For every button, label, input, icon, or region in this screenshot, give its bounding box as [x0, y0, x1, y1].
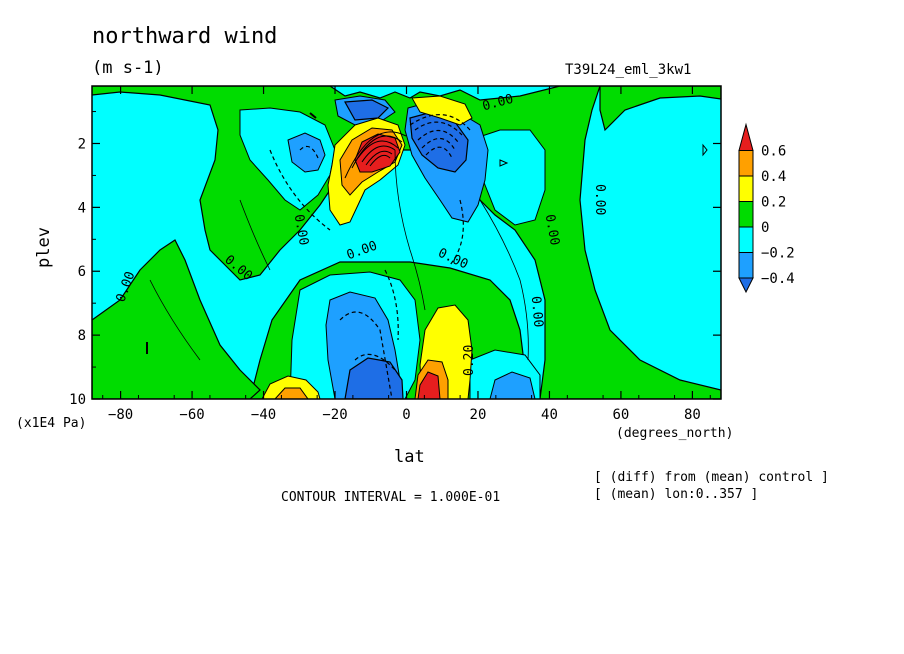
- colorbar-label: 0.2: [761, 195, 786, 211]
- chart-units: (m s-1): [92, 58, 164, 78]
- contour-lines-thin: [149, 149, 529, 361]
- contour-label: 0.00: [291, 213, 311, 246]
- y-tick-label: 4: [78, 200, 86, 216]
- fill-darkblue: [344, 357, 404, 399]
- x-axis: −80 −60 −40 −20 0 20 40 60 80: [102, 86, 711, 423]
- x-axis-title: lat: [394, 447, 425, 467]
- colorbar-arrow-high: [738, 122, 754, 151]
- fill-darkblue: [344, 99, 390, 121]
- y-tick-label: 8: [78, 328, 86, 344]
- colorbar-label: −0.4: [761, 271, 795, 287]
- chart-title: northward wind: [92, 24, 278, 49]
- x-tick-label: −20: [322, 407, 347, 423]
- contour-small-cell: [309, 112, 317, 119]
- x-axis-units: (degrees_north): [616, 426, 734, 441]
- x-tick-label: −60: [179, 407, 204, 423]
- fill-green-region: [599, 86, 721, 132]
- contour-label: 0.20: [462, 345, 477, 376]
- colorbar-label: −0.2: [761, 246, 795, 262]
- contour-lines-positive: [344, 131, 407, 179]
- y-axis: 2 4 6 8 10: [69, 111, 721, 408]
- x-tick-label: −40: [251, 407, 276, 423]
- fill-yellow: [411, 95, 473, 126]
- colorbar-segment: [738, 226, 754, 253]
- contour-small-cell: [499, 159, 509, 167]
- contour-label: 0.00: [528, 296, 546, 329]
- colorbar: −0.4 −0.2 0 0.2 0.4 0.6: [738, 122, 795, 294]
- colorbar-segment: [738, 201, 754, 228]
- contour-interval-label: CONTOUR INTERVAL = 1.000E-01: [281, 490, 501, 505]
- contour-label: 0.00: [542, 213, 562, 246]
- contour-fill: 0.00 0.00 0.00 0.00 0.00 0.00 0.00 0.00 …: [92, 86, 721, 399]
- y-tick-label: 6: [78, 264, 86, 280]
- y-axis-units: (x1E4 Pa): [16, 416, 87, 431]
- contour-label: 0.00: [592, 184, 607, 215]
- diff-note: [ (diff) from (mean) control ]: [594, 470, 829, 485]
- x-tick-label: −80: [108, 407, 133, 423]
- y-tick-label: 10: [69, 392, 86, 408]
- x-tick-label: 20: [470, 407, 487, 423]
- x-tick-label: 0: [402, 407, 410, 423]
- colorbar-segment: [738, 175, 754, 202]
- colorbar-label: 0.6: [761, 144, 786, 160]
- y-axis-title: plev: [34, 227, 54, 268]
- colorbar-arrow-low: [738, 277, 754, 294]
- fill-green-region: [92, 239, 261, 399]
- y-tick-label: 2: [78, 136, 86, 152]
- x-tick-label: 80: [684, 407, 701, 423]
- contour-small-cell: [702, 143, 708, 157]
- fill-cyan-pocket: [239, 107, 336, 211]
- fill-red: [417, 371, 441, 399]
- mean-note: [ (mean) lon:0..357 ]: [594, 487, 759, 502]
- colorbar-segment: [738, 150, 754, 177]
- x-tick-label: 60: [613, 407, 630, 423]
- colorbar-segment: [738, 252, 754, 279]
- colorbar-label: 0: [761, 220, 769, 236]
- run-id-label: T39L24_eml_3kw1: [565, 62, 692, 78]
- fill-orange: [274, 387, 309, 399]
- contour-lines-negative: [269, 114, 471, 399]
- colorbar-label: 0.4: [761, 169, 786, 185]
- fill-blue: [287, 132, 326, 173]
- x-tick-label: 40: [541, 407, 558, 423]
- fill-blue: [489, 371, 536, 399]
- fill-green-region: [92, 86, 721, 399]
